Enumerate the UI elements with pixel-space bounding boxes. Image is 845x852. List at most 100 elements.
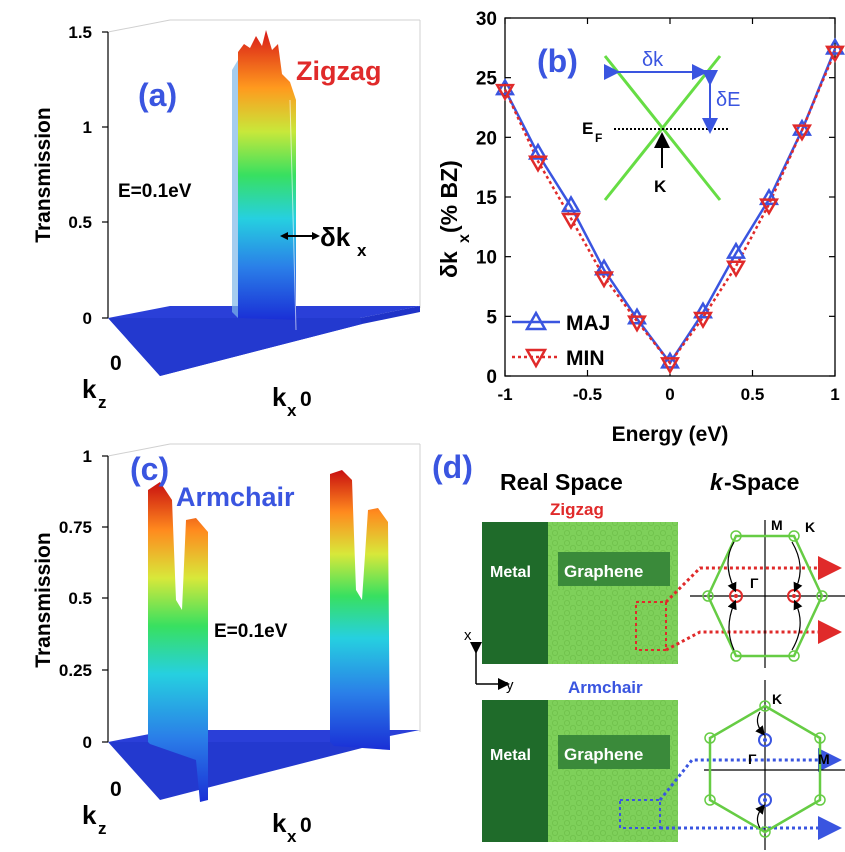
panel-b-legend: MAJ MIN: [512, 310, 610, 370]
data-point-min: [791, 124, 813, 142]
armchair-label-gamma: Γ: [748, 751, 757, 767]
panel-a-letter: (a): [138, 77, 177, 113]
legend-marker-maj: [524, 310, 548, 331]
data-point-min: [626, 315, 648, 333]
data-point-maj: [593, 258, 615, 276]
zigzag-metal-label: Metal: [490, 564, 531, 581]
panel-c-ytick-3: 0.75: [59, 518, 92, 537]
panel-b-inset: δk δE E F K: [582, 49, 740, 201]
k-space-title-rest: -Space: [724, 469, 799, 495]
data-point-min: [494, 83, 516, 102]
panel-c-box: [107, 443, 421, 732]
zigzag-label-k: K: [805, 519, 815, 535]
y-axis-label: y: [506, 677, 514, 694]
panel-a-ytick-2: 1: [83, 118, 92, 137]
panel-d: (d) Real Space k -Space Zigzag Metal Gra…: [432, 449, 845, 850]
panel-b-ylabel-rest: (% BZ): [436, 160, 462, 233]
panel-a-kz: k: [82, 374, 97, 404]
panel-c-peak-left: [148, 482, 208, 802]
dk-label: δk: [642, 49, 664, 71]
zigzag-graphene-label: Graphene: [564, 562, 643, 581]
panel-a-y-axis: [102, 31, 109, 319]
panel-c-ylabel: Transmission: [32, 532, 55, 667]
panel-a-ylabel: Transmission: [32, 107, 55, 242]
data-point-min: [527, 155, 549, 173]
y-tick-label: 15: [476, 188, 498, 209]
panel-a-peak: [238, 30, 296, 320]
panel-b-letter: (b): [537, 43, 578, 79]
x-tick-label: -0.5: [573, 385, 602, 404]
zigzag-map-arrow-top: [664, 556, 842, 604]
data-point-maj: [791, 118, 813, 136]
x-tick-label: 0.5: [741, 385, 765, 404]
ef-sub: F: [595, 131, 602, 145]
panel-a-kx-zero: 0: [300, 388, 312, 411]
armchair-graphene-label: Graphene: [564, 745, 643, 764]
panel-c-kx: k: [272, 808, 287, 838]
y-tick-label: 5: [486, 307, 497, 328]
data-point-min: [692, 311, 714, 330]
k-point-label: K: [654, 177, 667, 196]
zigzag-map-arrow-bottom: [665, 620, 842, 652]
panel-a-width-label: δk: [320, 222, 351, 252]
data-point-maj: [659, 351, 681, 369]
y-tick-label: 0: [486, 367, 497, 388]
panel-a-kz-zero: 0: [110, 352, 122, 375]
armchair-graphene-label-bg: [558, 735, 670, 769]
panel-b-ylabel-sub: x: [456, 234, 473, 243]
x-tick-label: 0: [665, 385, 674, 404]
zigzag-unit-cell: [635, 601, 667, 651]
data-point-maj: [527, 142, 549, 160]
panel-b-ylabel: δk x (% BZ): [436, 160, 473, 278]
armchair-label-m: M: [818, 751, 830, 767]
x-tick-label: -1: [497, 385, 512, 404]
armchair-unit-cell: [619, 799, 661, 829]
zigzag-bz-hexagon: [706, 534, 824, 658]
data-point-min: [824, 45, 845, 63]
panel-c-kz: k: [82, 800, 97, 830]
panel-a-ytick-1: 0.5: [68, 213, 92, 232]
panel-c-floor-front: [108, 742, 362, 800]
data-point-maj: [560, 195, 582, 213]
k-space-title-k: k: [710, 469, 724, 495]
armchair-map-arrow-top: [658, 748, 842, 801]
x-axis-label: x: [464, 627, 472, 644]
panel-c-ytick-4: 1: [83, 447, 92, 466]
panel-c-kz-sub: z: [98, 819, 107, 838]
data-point-min: [659, 357, 681, 375]
panel-d-letter: (d): [432, 449, 473, 485]
panel-c-kx-zero: 0: [300, 814, 312, 837]
legend-label-min: MIN: [566, 347, 605, 370]
panel-c-title: Armchair: [176, 482, 295, 512]
zigzag-label: Zigzag: [550, 500, 604, 519]
panel-c-kz-zero: 0: [110, 778, 122, 801]
panel-c-ytick-0: 0: [83, 733, 92, 752]
panel-a-kx-sub: x: [287, 401, 297, 420]
y-tick-label: 10: [476, 248, 497, 269]
panel-a-kz-sub: z: [98, 393, 107, 412]
panel-a: 0 0.5 1 1.5 Transmission (a) Zigzag E=0.…: [32, 19, 421, 420]
zigzag-metal-block: [482, 522, 548, 664]
series-line-maj: [503, 48, 837, 366]
zigzag-label-m: M: [771, 517, 783, 533]
armchair-projected-k-bottom: [758, 793, 772, 807]
y-tick-label: 25: [476, 69, 498, 90]
panel-b-xlabel: Energy (eV): [612, 423, 729, 446]
panel-c-y-axis: [102, 455, 109, 743]
panel-a-energy: E=0.1eV: [118, 181, 192, 202]
data-point-maj: [725, 241, 747, 259]
panel-a-kx: k: [272, 382, 287, 412]
armchair-projected-k-top: [758, 733, 772, 747]
zigzag-label-gamma: Γ: [750, 575, 759, 591]
panel-c-ytick-2: 0.5: [68, 589, 92, 608]
armchair-bz-hexagon: [708, 704, 822, 834]
data-point-min: [758, 198, 780, 216]
legend-marker-min: [524, 348, 548, 369]
x-tick-label: 1: [830, 385, 839, 404]
de-label: δE: [716, 89, 740, 111]
panel-c-ytick-1: 0.25: [59, 661, 92, 680]
panel-a-title: Zigzag: [296, 56, 382, 86]
panel-a-ytick-3: 1.5: [68, 23, 92, 42]
